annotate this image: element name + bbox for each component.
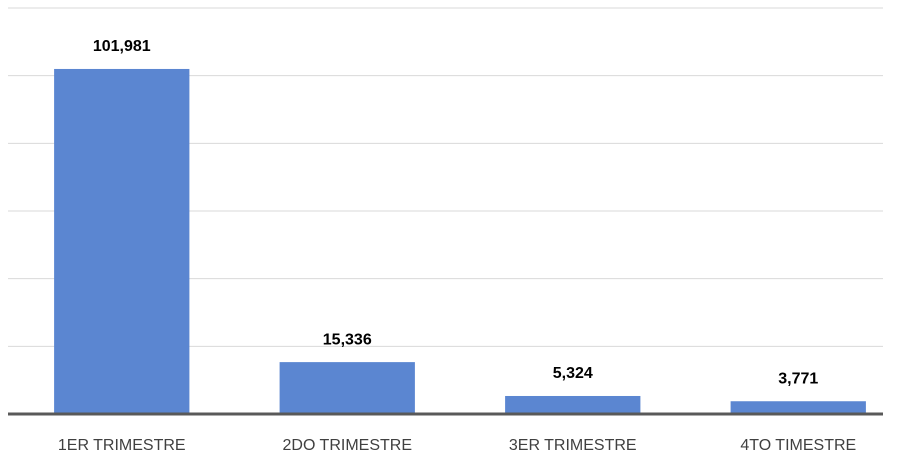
bar: [505, 395, 641, 414]
data-label: 3,771: [778, 370, 818, 387]
x-tick-label: 2DO TRIMESTRE: [283, 437, 413, 454]
bar: [730, 401, 866, 414]
x-tick-label: 4TO TIMESTRE: [740, 437, 856, 454]
data-label: 5,324: [553, 365, 593, 382]
bar: [279, 362, 415, 414]
data-label: 15,336: [323, 331, 372, 348]
x-tick-label: 1ER TRIMESTRE: [58, 437, 186, 454]
x-tick-label: 3ER TRIMESTRE: [509, 437, 637, 454]
data-label: 101,981: [93, 38, 151, 55]
bar: [54, 68, 190, 414]
